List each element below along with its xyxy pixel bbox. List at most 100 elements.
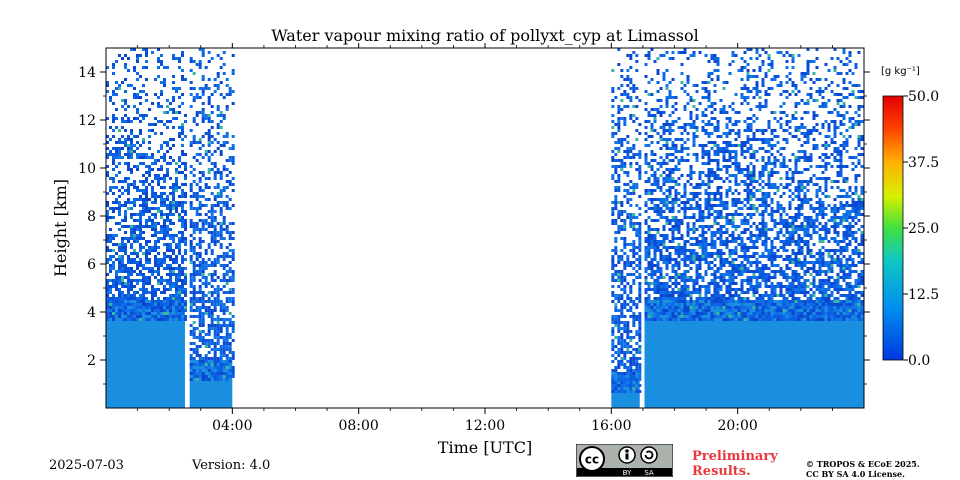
heatmap-cell: [785, 240, 789, 243]
heatmap-cell: [677, 306, 681, 309]
heatmap-cell: [127, 303, 130, 306]
heatmap-cell: [178, 126, 181, 129]
heatmap-cell: [671, 231, 675, 234]
heatmap-cell: [698, 174, 702, 177]
heatmap-cell: [680, 156, 684, 159]
heatmap-cell: [782, 207, 786, 210]
heatmap-cell: [743, 189, 747, 192]
heatmap-cell: [713, 297, 717, 300]
heatmap-cell: [219, 318, 223, 321]
heatmap-cell: [160, 216, 163, 219]
heatmap-cell: [210, 153, 214, 156]
heatmap-cell: [794, 105, 798, 108]
heatmap-cell: [737, 288, 741, 291]
heatmap-cell: [815, 165, 819, 168]
heatmap-cell: [629, 180, 633, 183]
heatmap-cell: [767, 186, 771, 189]
heatmap-cell: [216, 87, 220, 90]
heatmap-cell: [136, 141, 139, 144]
heatmap-cell: [157, 303, 160, 306]
heatmap-cell: [698, 297, 702, 300]
heatmap-cell: [169, 120, 172, 123]
heatmap-cell: [779, 270, 783, 273]
heatmap-cell: [629, 81, 633, 84]
heatmap-cell: [644, 54, 648, 57]
heatmap-cell: [650, 246, 654, 249]
heatmap-cell: [160, 93, 163, 96]
heatmap-cell: [668, 201, 672, 204]
heatmap-cell: [800, 285, 804, 288]
heatmap-cell: [719, 228, 723, 231]
heatmap-cell: [207, 309, 211, 312]
heatmap-cell: [204, 357, 208, 360]
heatmap-cell: [219, 327, 223, 330]
heatmap-cell: [620, 228, 624, 231]
heatmap-cell: [219, 288, 223, 291]
heatmap-cell: [133, 219, 136, 222]
heatmap-cell: [231, 144, 235, 147]
heatmap-cell: [764, 273, 768, 276]
heatmap-cell: [623, 345, 627, 348]
heatmap-cell: [169, 276, 172, 279]
heatmap-cell: [614, 357, 618, 360]
heatmap-cell: [659, 99, 663, 102]
heatmap-cell: [632, 378, 636, 381]
heatmap-cell: [614, 324, 618, 327]
heatmap-cell: [677, 159, 681, 162]
heatmap-cell: [172, 252, 175, 255]
heatmap-cell: [210, 348, 214, 351]
heatmap-cell: [178, 159, 181, 162]
heatmap-cell: [698, 294, 702, 297]
heatmap-cell: [659, 213, 663, 216]
heatmap-cell: [638, 267, 642, 270]
heatmap-cell: [749, 129, 753, 132]
heatmap-cell: [109, 207, 112, 210]
heatmap-cell: [231, 303, 235, 306]
heatmap-cell: [674, 237, 678, 240]
heatmap-cell: [127, 57, 130, 60]
heatmap-cell: [614, 321, 618, 324]
heatmap-cell: [142, 192, 145, 195]
heatmap-cell: [112, 168, 115, 171]
heatmap-cell: [130, 252, 133, 255]
heatmap-cell: [683, 207, 687, 210]
heatmap-cell: [160, 63, 163, 66]
heatmap-cell: [731, 252, 735, 255]
heatmap-cell: [213, 240, 217, 243]
heatmap-cell: [695, 186, 699, 189]
heatmap-cell: [207, 114, 211, 117]
heatmap-cell: [653, 180, 657, 183]
heatmap-cell: [659, 258, 663, 261]
heatmap-cell: [677, 219, 681, 222]
heatmap-cell: [695, 207, 699, 210]
heatmap-cell: [626, 189, 630, 192]
heatmap-cell: [764, 222, 768, 225]
heatmap-cell: [204, 354, 208, 357]
heatmap-cell: [731, 231, 735, 234]
heatmap-cell: [638, 315, 642, 318]
heatmap-cell: [815, 66, 819, 69]
heatmap-cell: [219, 192, 223, 195]
heatmap-cell: [803, 300, 807, 303]
heatmap-cell: [231, 249, 235, 252]
heatmap-cell: [647, 285, 651, 288]
heatmap-cell: [722, 264, 726, 267]
heatmap-cell: [692, 249, 696, 252]
heatmap-cell: [788, 231, 792, 234]
heatmap-cell: [130, 150, 133, 153]
heatmap-cell: [692, 198, 696, 201]
heatmap-cell: [210, 321, 214, 324]
heatmap-cell: [719, 273, 723, 276]
heatmap-cell: [181, 153, 184, 156]
heatmap-cell: [671, 303, 675, 306]
heatmap-cell: [201, 330, 205, 333]
heatmap-cell: [620, 339, 624, 342]
heatmap-cell: [139, 306, 142, 309]
heatmap-cell: [734, 213, 738, 216]
heatmap-cell: [761, 243, 765, 246]
heatmap-cell: [812, 291, 816, 294]
heatmap-cell: [157, 282, 160, 285]
heatmap-cell: [623, 267, 627, 270]
heatmap-cell: [800, 222, 804, 225]
heatmap-cell: [638, 177, 642, 180]
